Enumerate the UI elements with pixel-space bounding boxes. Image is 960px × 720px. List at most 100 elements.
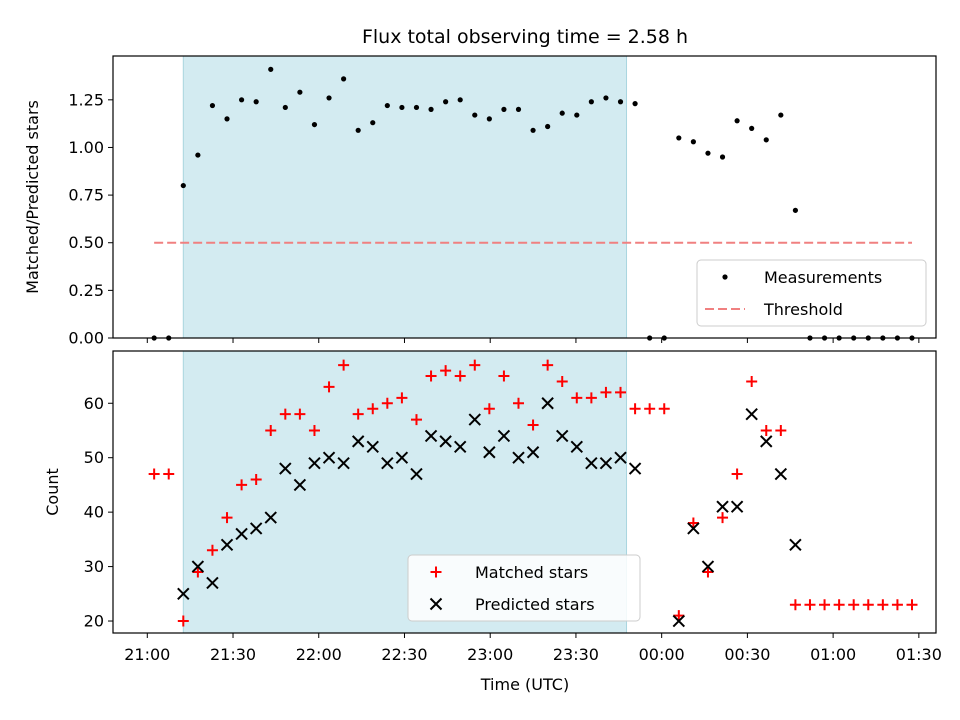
predicted-star-point: [439, 435, 452, 448]
matched-star-point: [250, 473, 262, 485]
x-tick-label: 00:00: [639, 645, 685, 664]
matched-star-point: [585, 392, 597, 404]
predicted-star-point: [526, 446, 540, 459]
measurement-point: [326, 95, 332, 101]
measurement-point: [268, 66, 274, 72]
matched-star-point: [600, 386, 612, 398]
matched-star-point: [556, 375, 568, 387]
predicted-star-point: [716, 500, 729, 513]
measurement-point: [705, 150, 711, 156]
measurement-point: [311, 121, 318, 128]
measurement-point: [224, 116, 230, 122]
predicted-star-point: [337, 456, 350, 470]
matched-star-point: [469, 359, 481, 371]
matched-star-point: [206, 544, 218, 556]
legend-label: Matched stars: [475, 563, 588, 582]
matched-star-point: [221, 512, 233, 524]
predicted-star-point: [614, 451, 627, 464]
y-tick-label: 1.25: [68, 90, 104, 109]
ratio-panel: 0.00 0.25 0.50 0.75 1.00 1.25 Matched/Predicte…: [23, 55, 937, 348]
legend-box: [407, 554, 641, 622]
matched-star-point: [644, 403, 656, 415]
measurement-point: [355, 127, 361, 133]
matched-star-point: [148, 468, 160, 480]
x-tick-label: 22:00: [296, 645, 342, 664]
matched-star-point: [352, 408, 364, 420]
measurement-point: [195, 152, 201, 158]
measurement-point: [297, 89, 303, 95]
matched-star-point: [396, 392, 408, 404]
measurement-point: [443, 99, 449, 105]
plot-frame: [112, 350, 937, 634]
x-tick-label: 01:30: [896, 645, 942, 664]
matched-star-point: [483, 403, 495, 415]
measurement-point: [632, 101, 638, 107]
x-tick-label: 23:30: [553, 645, 599, 664]
ratio-legend: Measurements Threshold: [696, 259, 927, 327]
predicted-star-point: [556, 429, 569, 443]
x-tick-label: 22:30: [381, 645, 427, 664]
measurement-point: [778, 112, 784, 118]
predicted-star-point: [512, 451, 525, 464]
measurement-point: [676, 135, 682, 141]
measurement-point: [399, 104, 405, 111]
matched-star-point: [717, 512, 729, 524]
y-axis-label: Count: [43, 468, 62, 516]
matched-star-point: [542, 359, 554, 371]
predicted-star-point: [672, 614, 686, 628]
measurement-point: [253, 99, 259, 105]
predicted-star-point: [279, 462, 292, 475]
predicted-star-point: [789, 538, 802, 552]
matched-star-point: [833, 599, 845, 611]
legend-marker-matched: [430, 566, 442, 578]
matched-star-point: [192, 566, 204, 578]
predicted-star-point: [351, 435, 365, 448]
matched-star-point: [381, 397, 393, 409]
matched-star-point: [775, 424, 787, 436]
predicted-star-point: [366, 440, 379, 454]
predicted-star-point: [453, 440, 467, 454]
measurement-point: [559, 110, 565, 116]
matched-star-point: [819, 599, 831, 611]
y-tick-label: 60: [84, 394, 104, 413]
legend-marker-measurements: [722, 274, 728, 280]
predicted-star-point: [249, 522, 263, 535]
predicted-star-point: [395, 451, 409, 464]
matched-star-point: [163, 468, 175, 480]
predicted-star-point: [599, 456, 613, 470]
predicted-star-point: [381, 456, 394, 470]
matched-star-point: [265, 424, 277, 436]
measurement-point: [384, 102, 390, 109]
predicted-star-point: [628, 462, 642, 475]
measurement-point: [574, 112, 580, 118]
matched-star-point: [425, 370, 437, 382]
y-tick-label: 30: [84, 557, 104, 576]
measurement-point: [413, 104, 420, 111]
measurement-point: [428, 106, 434, 112]
legend-label: Measurements: [764, 268, 882, 287]
matched-star-point: [367, 403, 379, 415]
legend-label: Threshold: [763, 300, 843, 319]
y-axis-label: Matched/Predicted stars: [23, 100, 42, 294]
legend-box: [696, 259, 927, 327]
measurement-point: [690, 139, 696, 145]
predicted-star-point: [541, 397, 554, 410]
predicted-star-point: [687, 522, 700, 535]
predicted-star-point: [322, 451, 336, 464]
x-tick-label: 21:00: [124, 645, 170, 664]
matched-star-point: [615, 386, 627, 398]
x-axis-label: Time (UTC): [480, 675, 569, 694]
predicted-star-point: [468, 413, 481, 426]
matched-star-point: [236, 479, 248, 491]
predicted-star-point: [760, 435, 773, 448]
matched-star-point: [294, 408, 306, 420]
matched-star-point: [702, 566, 714, 578]
legend-label: Predicted stars: [475, 595, 595, 614]
predicted-star-point: [191, 560, 205, 573]
predicted-star-point: [410, 467, 423, 481]
matched-star-point: [527, 419, 539, 431]
matched-star-point: [906, 599, 918, 611]
x-tick-label: 00:30: [724, 645, 770, 664]
measurement-point: [792, 207, 799, 213]
measurement-point: [617, 99, 624, 105]
